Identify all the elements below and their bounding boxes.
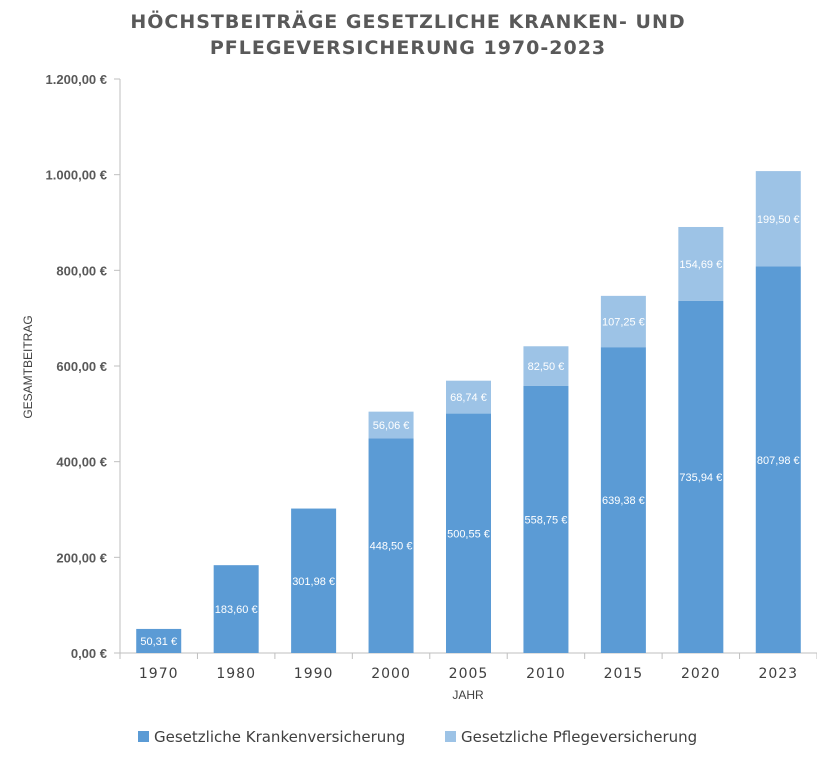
bar-pflege (755, 171, 801, 267)
y-axis-ticks: 0,00 € 200,00 € 400,00 € 600,00 € 800,00 € 1.… (46, 72, 120, 661)
y-tick-label: 800,00 € (56, 263, 107, 278)
legend-swatch-kranken (138, 731, 149, 742)
bar-pflege (600, 295, 646, 348)
legend-label-kranken: Gesetzliche Krankenversicherung (154, 728, 405, 746)
data-label: 199,50 € (757, 214, 800, 226)
bar-kranken (368, 438, 414, 653)
x-tick-label: 1990 (294, 666, 334, 682)
data-label: 56,06 € (373, 420, 410, 432)
data-label: 500,55 € (447, 528, 490, 540)
legend-swatch-pflege (445, 731, 456, 742)
data-label: 639,38 € (602, 495, 645, 507)
y-tick-label: 200,00 € (56, 550, 107, 565)
bar-kranken (213, 565, 259, 653)
data-label: 301,98 € (292, 576, 335, 588)
legend: Gesetzliche Krankenversicherung Gesetzli… (138, 728, 697, 746)
x-tick-label: 2020 (681, 666, 721, 682)
x-tick-label: 2005 (449, 666, 489, 682)
x-axis-label: JAHR (452, 688, 484, 702)
bar-kranken (600, 347, 646, 653)
x-tick-label: 2010 (526, 666, 566, 682)
data-label: 50,31 € (140, 636, 177, 648)
y-tick-label: 0,00 € (71, 646, 107, 661)
y-tick-label: 1.000,00 € (46, 168, 107, 183)
data-label: 807,98 € (757, 455, 800, 467)
data-label: 82,50 € (528, 361, 565, 373)
data-label: 154,69 € (679, 259, 722, 271)
chart-title-line-2: PFLEGEVERSICHERUNG 1970-2023 (210, 37, 606, 59)
data-label: 448,50 € (370, 541, 413, 553)
y-tick-label: 400,00 € (56, 455, 107, 470)
data-label: 107,25 € (602, 317, 645, 329)
y-tick-label: 1.200,00 € (46, 72, 107, 87)
bar-kranken (446, 413, 491, 653)
data-label: 558,75 € (525, 514, 568, 526)
x-axis-ticks: 1970 1980 1990 2000 2005 2010 2015 2020 2023 (119, 653, 817, 682)
x-tick-label: 2023 (758, 666, 798, 682)
data-label: 183,60 € (215, 604, 258, 616)
y-axis-label: GESAMTBEITRAG (21, 315, 35, 418)
bar-pflege (678, 226, 724, 301)
x-tick-label: 2015 (604, 666, 644, 682)
bar-pflege (368, 411, 414, 439)
legend-label-pflege: Gesetzliche Pflegeversicherung (461, 728, 697, 746)
data-label: 68,74 € (450, 392, 487, 404)
bar-kranken (291, 508, 337, 653)
x-tick-label: 1970 (139, 666, 179, 682)
x-tick-label: 2000 (371, 666, 411, 682)
bars: 50,31 € 183,60 € 301,98 € 448,50 € 56,06 € 50… (136, 171, 801, 653)
bar-kranken (678, 300, 724, 653)
chart-title-line-1: HÖCHSTBEITRÄGE GESETZLICHE KRANKEN- UND (130, 9, 685, 33)
bar-kranken (755, 266, 801, 653)
bar-kranken (523, 385, 569, 653)
bar-pflege (523, 346, 569, 386)
data-label: 735,94 € (679, 472, 722, 484)
x-tick-label: 1980 (216, 666, 256, 682)
bar-pflege (446, 380, 491, 414)
y-tick-label: 600,00 € (56, 359, 107, 374)
bar-kranken (136, 628, 182, 653)
